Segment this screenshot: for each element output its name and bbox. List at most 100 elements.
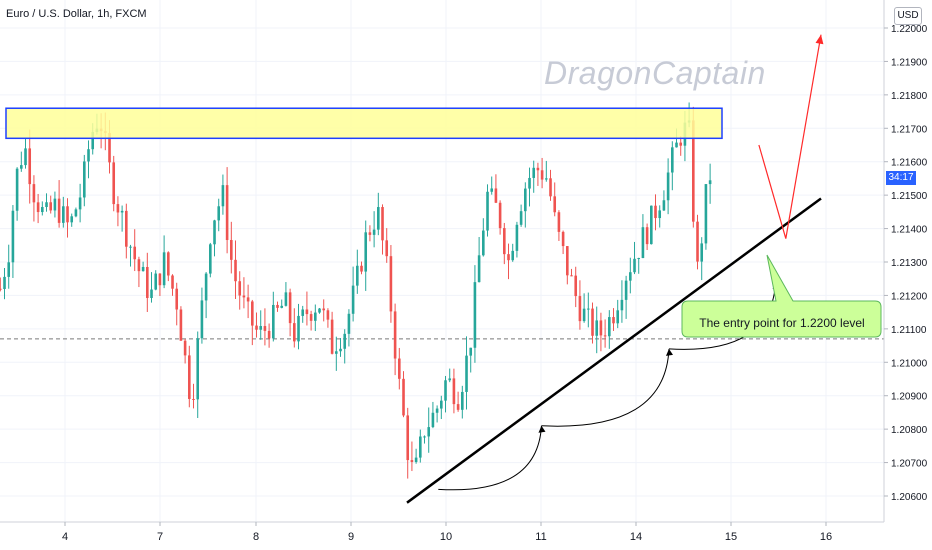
candle-body bbox=[326, 310, 330, 320]
candle-body bbox=[469, 347, 473, 356]
price-tick-label: 1.20900 bbox=[891, 392, 928, 403]
candle-body bbox=[225, 185, 229, 241]
candle-body bbox=[87, 149, 90, 162]
time-tick-label: 15 bbox=[725, 531, 737, 543]
callout-box[interactable] bbox=[681, 254, 882, 338]
candle-body bbox=[675, 142, 678, 148]
projection-path[interactable] bbox=[758, 34, 822, 239]
candle-body bbox=[452, 378, 456, 405]
candle-body bbox=[120, 210, 124, 213]
candle-body bbox=[284, 292, 288, 306]
time-tick-label: 8 bbox=[253, 531, 259, 543]
candle-body bbox=[251, 301, 254, 326]
price-tick-label: 1.22000 bbox=[891, 24, 928, 35]
candle-body bbox=[49, 202, 53, 211]
candle-body bbox=[91, 131, 95, 150]
candle-body bbox=[608, 317, 611, 337]
candle-body bbox=[263, 326, 267, 331]
currency-button[interactable]: USD bbox=[894, 7, 922, 25]
candle-body bbox=[545, 178, 548, 180]
candle-body bbox=[519, 211, 523, 225]
candle-body bbox=[146, 266, 149, 298]
candles bbox=[0, 102, 712, 479]
candle-body bbox=[419, 436, 422, 458]
callout-text: The entry point for 1.2200 level bbox=[699, 316, 865, 330]
time-tick-label: 4 bbox=[62, 531, 68, 543]
bounce-arrow bbox=[438, 425, 542, 491]
candle-body bbox=[301, 309, 305, 316]
candle-body bbox=[213, 220, 216, 245]
candle-body bbox=[561, 231, 565, 247]
candle-body bbox=[582, 308, 586, 322]
candle-body bbox=[679, 142, 683, 146]
candle-body bbox=[465, 355, 468, 392]
candle-body bbox=[179, 309, 183, 341]
horizontal-gridlines bbox=[0, 27, 884, 497]
candle-body bbox=[280, 305, 284, 308]
last-price-countdown: 34:17 bbox=[886, 171, 916, 185]
candle-body bbox=[183, 340, 187, 356]
candle-body bbox=[330, 319, 334, 354]
candle-body bbox=[217, 206, 221, 221]
candle-body bbox=[645, 227, 649, 245]
time-tick-label: 9 bbox=[348, 531, 354, 543]
candle-body bbox=[15, 168, 19, 211]
candle-body bbox=[385, 240, 389, 257]
candle-body bbox=[368, 232, 372, 235]
price-axis: 1.22000 1.21900 1.21800 1.21700 1.21600 1.215… bbox=[884, 24, 928, 503]
candle-body bbox=[704, 184, 708, 244]
candle-body bbox=[398, 358, 401, 379]
resistance-zone[interactable] bbox=[5, 107, 723, 140]
candle-body bbox=[637, 258, 641, 260]
candle-body bbox=[377, 207, 380, 230]
candle-body bbox=[167, 252, 170, 276]
candle-body bbox=[200, 300, 204, 339]
candle-body bbox=[553, 196, 557, 213]
candle-body bbox=[431, 412, 435, 428]
candle-body bbox=[125, 210, 128, 247]
candle-body bbox=[45, 202, 48, 208]
candle-body bbox=[196, 338, 200, 400]
time-tick-label: 10 bbox=[440, 531, 452, 543]
price-tick-label: 1.21700 bbox=[891, 124, 928, 135]
candle-body bbox=[473, 282, 477, 348]
price-tick-label: 1.21800 bbox=[891, 91, 928, 102]
candle-body bbox=[62, 206, 65, 223]
candle-body bbox=[381, 207, 384, 241]
candle-body bbox=[137, 259, 141, 272]
bounce-arrowhead bbox=[538, 425, 546, 433]
candle-body bbox=[204, 273, 208, 301]
candle-body bbox=[498, 202, 502, 229]
candle-body bbox=[11, 210, 15, 263]
candle-body bbox=[654, 205, 657, 219]
candle-body bbox=[288, 292, 292, 324]
candle-body bbox=[696, 221, 699, 262]
candle-body bbox=[528, 177, 531, 189]
candle-body bbox=[158, 273, 162, 286]
candle-body bbox=[293, 323, 296, 342]
candle-body bbox=[633, 258, 636, 273]
candle-body bbox=[267, 330, 271, 339]
projection-arrowhead bbox=[815, 34, 824, 45]
candle-body bbox=[20, 165, 23, 169]
candle-body bbox=[36, 202, 40, 213]
candle-body bbox=[566, 246, 569, 276]
candle-body bbox=[259, 326, 263, 330]
trendline[interactable] bbox=[406, 197, 822, 504]
candle-body bbox=[406, 415, 410, 461]
candle-body bbox=[242, 295, 246, 298]
candle-body bbox=[503, 228, 506, 255]
candle-body bbox=[440, 400, 443, 409]
price-tick-label: 1.21300 bbox=[891, 258, 928, 269]
price-tick-label: 1.21400 bbox=[891, 225, 928, 236]
candle-body bbox=[595, 320, 599, 336]
candle-body bbox=[587, 308, 590, 310]
candle-body bbox=[494, 188, 498, 203]
candle-body bbox=[343, 333, 347, 349]
candle-body bbox=[150, 289, 153, 298]
candle-body bbox=[276, 304, 279, 308]
candle-body bbox=[448, 378, 452, 381]
price-tick-label: 1.21100 bbox=[891, 325, 927, 336]
